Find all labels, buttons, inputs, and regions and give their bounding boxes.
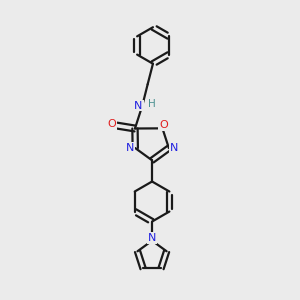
Text: H: H (148, 99, 156, 110)
Text: N: N (134, 100, 143, 110)
Text: N: N (170, 142, 178, 152)
Text: N: N (126, 142, 134, 152)
Text: N: N (148, 233, 156, 243)
Text: O: O (107, 119, 116, 129)
Text: O: O (159, 120, 168, 130)
